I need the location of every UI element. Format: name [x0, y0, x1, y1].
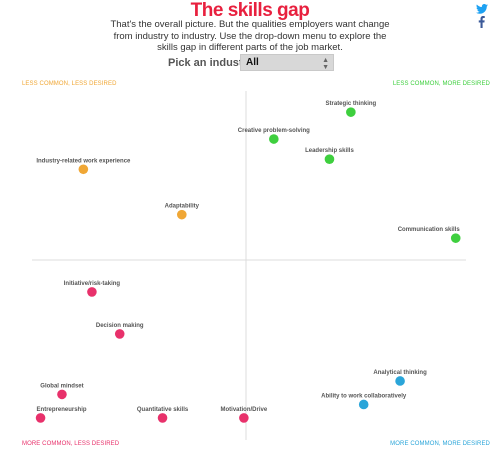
point-entrepreneurship[interactable]: Entrepreneurship	[35, 407, 87, 423]
point-marker-industry-related-work-experience[interactable]	[78, 164, 89, 175]
facebook-icon[interactable]	[476, 16, 488, 28]
point-label-leadership-skills: Leadership skills	[305, 148, 354, 154]
point-label-initiative-risk-taking: Initiative/risk-taking	[64, 281, 121, 287]
quadrant-label-bottom-right: MORE COMMON, MORE DESIRED	[390, 441, 490, 447]
point-motivation-drive[interactable]: Motivation/Drive	[221, 407, 268, 423]
page-title: The skills gap	[190, 0, 310, 21]
point-marker-analytical-thinking[interactable]	[395, 376, 405, 386]
point-label-communication-skills: Communication skills	[398, 227, 461, 233]
point-industry-related-work-experience[interactable]: Industry-related work experience	[36, 158, 131, 175]
point-label-strategic-thinking: Strategic thinking	[326, 101, 377, 107]
point-label-analytical-thinking: Analytical thinking	[373, 370, 427, 376]
point-marker-communication-skills[interactable]	[450, 233, 461, 243]
point-leadership-skills[interactable]: Leadership skills	[305, 148, 354, 164]
industry-dropdown-value: All	[246, 57, 259, 68]
point-label-motivation-drive: Motivation/Drive	[221, 407, 268, 413]
point-label-quantitative-skills: Quantitative skills	[137, 407, 189, 413]
point-initiative-risk-taking[interactable]: Initiative/risk-taking	[64, 281, 121, 297]
point-marker-global-mindset[interactable]	[57, 389, 67, 400]
point-marker-decision-making[interactable]	[114, 329, 125, 339]
point-adaptability[interactable]: Adaptability	[165, 204, 200, 220]
point-strategic-thinking[interactable]: Strategic thinking	[326, 101, 377, 117]
social-links	[476, 4, 490, 30]
point-marker-creative-problem-solving[interactable]	[269, 134, 279, 144]
twitter-icon[interactable]	[476, 4, 488, 14]
point-marker-initiative-risk-taking[interactable]	[87, 287, 97, 297]
point-label-global-mindset: Global mindset	[40, 383, 83, 389]
point-communication-skills[interactable]: Communication skills	[398, 227, 461, 243]
quadrant-label-top-right: LESS COMMON, MORE DESIRED	[392, 81, 490, 87]
point-label-decision-making: Decision making	[96, 323, 144, 329]
intro-text: That's the overall picture. But the qual…	[110, 19, 390, 53]
point-label-entrepreneurship: Entrepreneurship	[37, 407, 87, 413]
point-marker-leadership-skills[interactable]	[324, 154, 335, 164]
industry-picker-label: Pick an industry:	[168, 57, 257, 69]
quadrant-label-bottom-left: MORE COMMON, LESS DESIRED	[22, 441, 120, 447]
dropdown-arrows-icon: ▲ ▼	[322, 57, 329, 71]
point-creative-problem-solving[interactable]: Creative problem-solving	[238, 128, 310, 144]
point-marker-strategic-thinking[interactable]	[346, 107, 356, 117]
industry-dropdown[interactable]: All ▲ ▼	[240, 54, 334, 71]
point-label-ability-to-work-collaboratively: Ability to work collaboratively	[321, 393, 407, 399]
point-marker-adaptability[interactable]	[177, 209, 187, 220]
point-marker-entrepreneurship[interactable]	[35, 413, 46, 423]
point-label-industry-related-work-experience: Industry-related work experience	[36, 158, 131, 164]
data-points: Strategic thinking Creative problem-solvi…	[35, 101, 461, 423]
point-label-creative-problem-solving: Creative problem-solving	[238, 128, 310, 134]
point-marker-quantitative-skills[interactable]	[157, 413, 168, 423]
point-quantitative-skills[interactable]: Quantitative skills	[137, 407, 189, 423]
point-analytical-thinking[interactable]: Analytical thinking	[373, 370, 427, 386]
point-label-adaptability: Adaptability	[165, 204, 200, 210]
quadrant-label-top-left: LESS COMMON, LESS DESIRED	[22, 81, 117, 87]
point-marker-motivation-drive[interactable]	[239, 413, 249, 423]
point-ability-to-work-collaboratively[interactable]: Ability to work collaboratively	[321, 393, 407, 410]
point-marker-ability-to-work-collaboratively[interactable]	[358, 399, 369, 410]
point-decision-making[interactable]: Decision making	[96, 323, 144, 339]
point-global-mindset[interactable]: Global mindset	[40, 383, 84, 400]
